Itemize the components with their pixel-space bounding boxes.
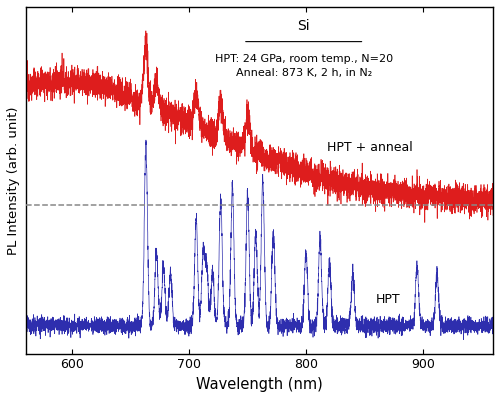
Y-axis label: PL Intensity (arb. unit): PL Intensity (arb. unit) [7,106,20,255]
Text: HPT + anneal: HPT + anneal [328,141,413,154]
Text: Si: Si [298,19,310,33]
Text: HPT: HPT [376,292,400,306]
X-axis label: Wavelength (nm): Wavelength (nm) [196,377,322,392]
Text: HPT: 24 GPa, room temp., N=20
Anneal: 873 K, 2 h, in N₂: HPT: 24 GPa, room temp., N=20 Anneal: 87… [214,54,393,78]
